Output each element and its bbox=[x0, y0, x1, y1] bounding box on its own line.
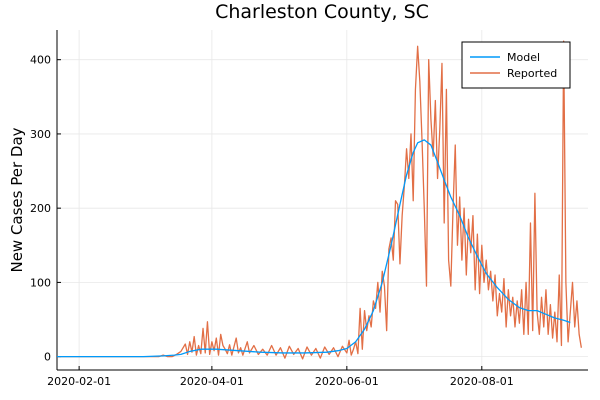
y-tick-label: 0 bbox=[44, 351, 51, 364]
y-tick-label: 300 bbox=[30, 128, 51, 141]
chart-title: Charleston County, SC bbox=[215, 1, 429, 23]
legend-box bbox=[461, 41, 571, 89]
axes bbox=[56, 30, 588, 371]
legend-model-label: Model bbox=[507, 51, 540, 64]
tick-labels: 2020-02-01 2020-04-01 2020-06-01 2020-08-01… bbox=[30, 54, 514, 388]
legend: Model Reported bbox=[461, 41, 571, 89]
series-line-reported bbox=[57, 40, 583, 360]
x-tick-label: 2020-08-01 bbox=[450, 375, 514, 388]
x-tick-label: 2020-02-01 bbox=[47, 375, 111, 388]
y-tick-label: 400 bbox=[30, 54, 51, 67]
y-tick-label: 100 bbox=[30, 276, 51, 289]
y-axis-title: New Cases Per Day bbox=[8, 127, 26, 272]
series-layer bbox=[57, 40, 583, 360]
x-tick-label: 2020-04-01 bbox=[180, 375, 244, 388]
legend-reported-label: Reported bbox=[507, 67, 557, 80]
y-tick-label: 200 bbox=[30, 202, 51, 215]
series-line-model bbox=[57, 139, 571, 358]
x-tick-label: 2020-06-01 bbox=[315, 375, 379, 388]
